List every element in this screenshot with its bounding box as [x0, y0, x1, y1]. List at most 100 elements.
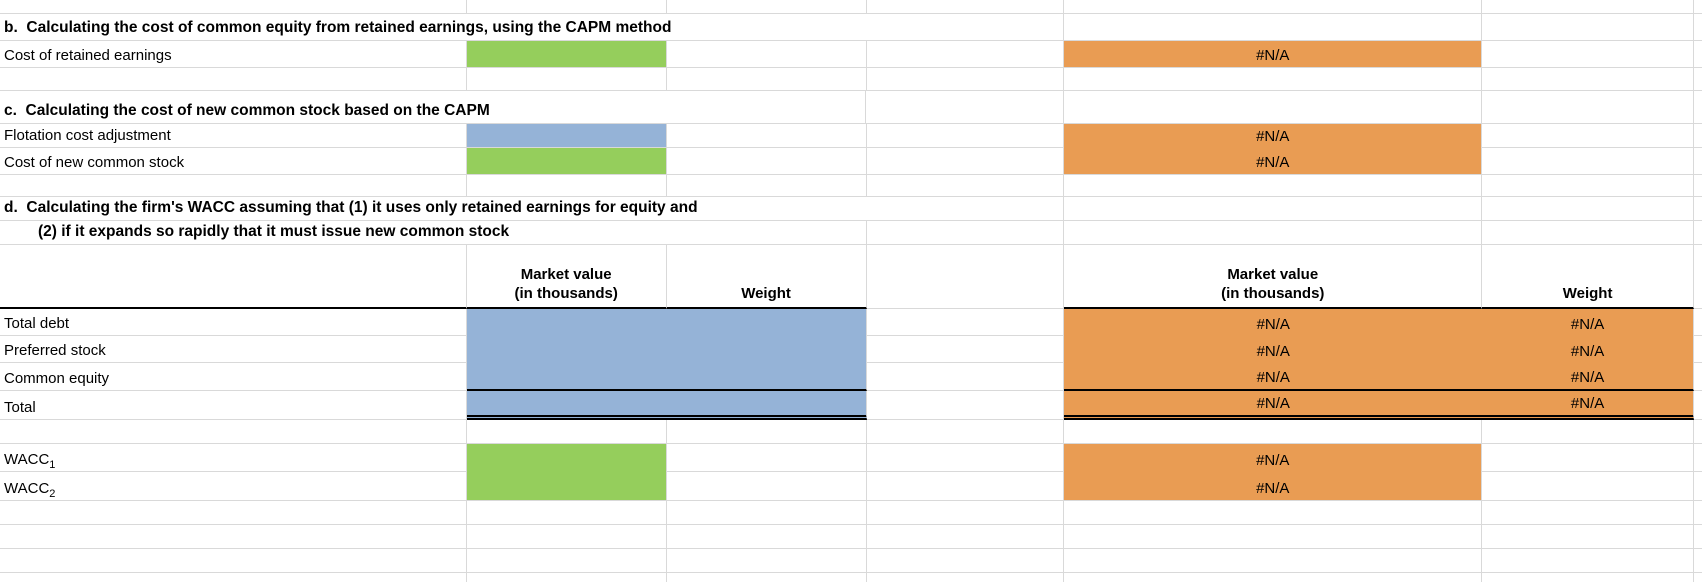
cell[interactable] [1482, 472, 1695, 501]
cell[interactable] [1694, 525, 1702, 549]
cell[interactable] [1482, 41, 1695, 68]
cell[interactable] [866, 0, 1065, 14]
common-equity-mv-result-cell[interactable]: #N/A [1064, 363, 1483, 391]
cell[interactable] [466, 68, 667, 91]
cell[interactable] [1694, 148, 1702, 175]
cell[interactable] [1482, 175, 1695, 197]
cost-new-common-stock-result-cell[interactable]: #N/A [1064, 148, 1483, 175]
cell[interactable] [866, 41, 1065, 68]
flotation-cost-input-cell[interactable] [466, 124, 667, 148]
cell[interactable] [466, 175, 667, 197]
cell[interactable] [866, 245, 1065, 309]
cell[interactable] [1694, 0, 1702, 14]
cell[interactable] [1064, 549, 1483, 573]
cell[interactable] [1064, 221, 1483, 245]
cell[interactable] [666, 549, 867, 573]
cell[interactable] [1482, 68, 1695, 91]
cell[interactable] [866, 420, 1065, 444]
cell[interactable] [666, 525, 867, 549]
cell[interactable] [1064, 91, 1483, 124]
cost-retained-earnings-result-cell[interactable]: #N/A [1064, 41, 1483, 68]
cell[interactable] [1064, 420, 1483, 444]
cell[interactable] [1694, 420, 1702, 444]
cell[interactable] [1694, 309, 1702, 336]
cell[interactable] [466, 501, 667, 525]
cell[interactable] [0, 501, 467, 525]
cell[interactable] [667, 573, 867, 582]
cell[interactable] [866, 175, 1065, 197]
cell[interactable] [1482, 197, 1694, 221]
cell[interactable] [1482, 91, 1694, 124]
cell[interactable] [866, 525, 1065, 549]
cell[interactable] [1482, 0, 1695, 14]
common-equity-mv-input-cell[interactable] [466, 363, 667, 391]
total-weight-result-cell[interactable]: #N/A [1482, 391, 1695, 420]
cell[interactable] [1694, 391, 1702, 420]
cell[interactable] [866, 391, 1065, 420]
cell[interactable] [866, 124, 1065, 148]
cell[interactable] [0, 573, 467, 582]
wacc1-result-cell[interactable]: #N/A [1064, 444, 1483, 472]
cell[interactable] [1482, 501, 1695, 525]
cell[interactable] [1694, 336, 1702, 363]
cell[interactable] [1694, 549, 1702, 573]
cell[interactable] [1694, 124, 1702, 148]
cost-retained-earnings-input-cell[interactable] [466, 41, 667, 68]
cell[interactable] [1693, 197, 1702, 221]
cell[interactable] [1694, 573, 1702, 582]
cell[interactable] [1694, 363, 1702, 391]
cell[interactable] [1064, 501, 1483, 525]
common-equity-weight-result-cell[interactable]: #N/A [1482, 363, 1695, 391]
cell[interactable] [1694, 221, 1702, 245]
preferred-stock-weight-input-cell[interactable] [666, 336, 867, 363]
cell[interactable] [666, 175, 867, 197]
cell[interactable] [1482, 124, 1695, 148]
flotation-cost-result-cell[interactable]: #N/A [1064, 124, 1483, 148]
total-debt-mv-result-cell[interactable]: #N/A [1064, 309, 1483, 336]
cell[interactable] [466, 420, 667, 444]
cell[interactable] [1694, 245, 1702, 309]
cell[interactable] [0, 245, 467, 309]
cell[interactable] [866, 68, 1065, 91]
cell[interactable] [866, 336, 1065, 363]
cell[interactable] [666, 148, 867, 175]
cell[interactable] [666, 420, 867, 444]
cell[interactable] [467, 573, 667, 582]
cell[interactable] [1482, 444, 1695, 472]
cell[interactable] [866, 363, 1065, 391]
preferred-stock-weight-result-cell[interactable]: #N/A [1482, 336, 1695, 363]
cell[interactable] [1482, 221, 1695, 245]
cell[interactable] [666, 124, 867, 148]
cell[interactable] [666, 41, 867, 68]
cell[interactable] [666, 501, 867, 525]
cell[interactable] [866, 501, 1065, 525]
cell[interactable] [867, 573, 1065, 582]
cell[interactable] [1482, 573, 1695, 582]
cell[interactable] [1482, 549, 1695, 573]
total-debt-weight-result-cell[interactable]: #N/A [1482, 309, 1695, 336]
cell[interactable] [866, 91, 1065, 124]
cell[interactable] [866, 444, 1065, 472]
cell[interactable] [0, 420, 467, 444]
cell[interactable] [1064, 573, 1483, 582]
cell[interactable] [1482, 148, 1695, 175]
cell[interactable] [1482, 525, 1695, 549]
cell[interactable] [866, 472, 1065, 501]
preferred-stock-mv-input-cell[interactable] [466, 336, 667, 363]
total-mv-input-cell[interactable] [466, 391, 667, 420]
wacc2-input-cell[interactable] [466, 472, 667, 501]
cell[interactable] [1694, 68, 1702, 91]
cell[interactable] [866, 221, 1065, 245]
cell[interactable] [1064, 525, 1483, 549]
cell[interactable] [1064, 175, 1483, 197]
total-mv-result-cell[interactable]: #N/A [1064, 391, 1483, 420]
cell[interactable] [1694, 41, 1702, 68]
cell[interactable] [666, 444, 867, 472]
cell[interactable] [0, 175, 467, 197]
cell[interactable] [1694, 91, 1702, 124]
cell[interactable] [1693, 14, 1702, 41]
cell[interactable] [866, 148, 1065, 175]
cell[interactable] [1064, 0, 1483, 14]
cell[interactable] [1064, 14, 1483, 41]
common-equity-weight-input-cell[interactable] [666, 363, 867, 391]
